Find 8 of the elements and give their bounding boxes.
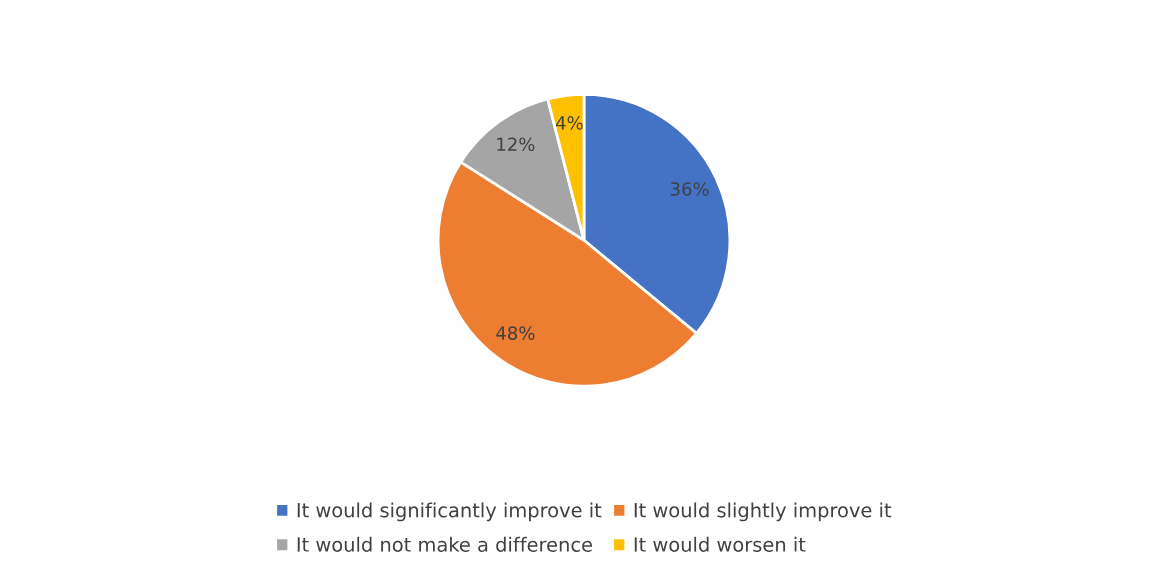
legend-label: It would significantly improve it [297, 502, 602, 522]
legend-label: It would slightly improve it [634, 502, 892, 522]
legend-label: It would worsen it [634, 536, 806, 552]
data-label: 12% [497, 137, 535, 152]
data-label: 48% [496, 326, 535, 340]
legend-label: It would not make a difference [297, 536, 592, 552]
data-label: 4% [555, 116, 583, 130]
data-label: 36% [670, 182, 709, 196]
